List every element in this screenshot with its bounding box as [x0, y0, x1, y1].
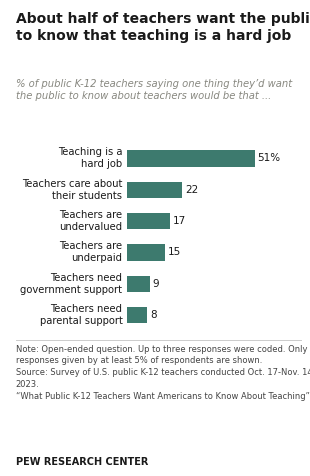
Text: 15: 15	[168, 248, 181, 258]
Text: Teaching is a
hard job: Teaching is a hard job	[58, 148, 122, 169]
Text: 9: 9	[153, 279, 159, 289]
Text: Teachers care about
their students: Teachers care about their students	[22, 179, 122, 201]
Text: Teachers are
underpaid: Teachers are underpaid	[59, 241, 122, 264]
Text: 17: 17	[173, 216, 186, 226]
Bar	[127, 213, 170, 229]
Bar	[127, 182, 182, 198]
Text: Teachers need
government support: Teachers need government support	[20, 273, 122, 295]
Bar	[127, 307, 147, 323]
Bar	[127, 244, 165, 261]
Text: % of public K-12 teachers saying one thing they’d want
the public to know about : % of public K-12 teachers saying one thi…	[16, 79, 292, 101]
Text: About half of teachers want the public
to know that teaching is a hard job: About half of teachers want the public t…	[16, 12, 310, 43]
Text: PEW RESEARCH CENTER: PEW RESEARCH CENTER	[16, 457, 148, 467]
Text: Teachers need
parental support: Teachers need parental support	[40, 304, 122, 326]
Text: 51%: 51%	[258, 153, 281, 163]
Text: Teachers are
undervalued: Teachers are undervalued	[59, 210, 122, 232]
Text: 22: 22	[185, 185, 198, 195]
Bar	[127, 276, 150, 292]
Bar	[127, 150, 255, 167]
Text: Note: Open-ended question. Up to three responses were coded. Only
responses give: Note: Open-ended question. Up to three r…	[16, 345, 310, 401]
Text: 8: 8	[150, 310, 157, 320]
